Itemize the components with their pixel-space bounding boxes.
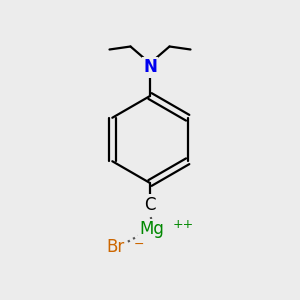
Text: −: − xyxy=(134,238,144,251)
Text: Br: Br xyxy=(106,238,124,256)
Text: C: C xyxy=(144,196,156,214)
Text: Mg: Mg xyxy=(139,220,164,238)
Text: ++: ++ xyxy=(173,218,194,232)
Text: N: N xyxy=(143,58,157,76)
